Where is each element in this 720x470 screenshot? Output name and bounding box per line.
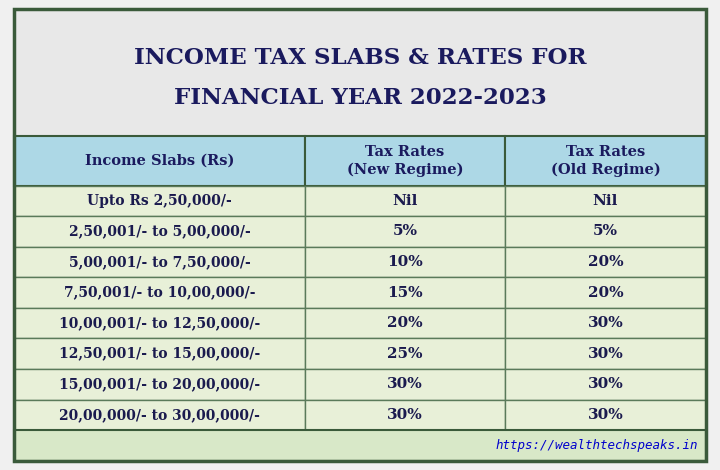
Text: 25%: 25%	[387, 347, 423, 360]
Text: 5%: 5%	[392, 225, 418, 238]
Text: Income Slabs (Rs): Income Slabs (Rs)	[85, 154, 234, 168]
Text: 30%: 30%	[588, 316, 624, 330]
Text: 30%: 30%	[588, 377, 624, 391]
Text: 5,00,001/- to 7,50,000/-: 5,00,001/- to 7,50,000/-	[68, 255, 251, 269]
Bar	[305, 338, 505, 369]
Bar	[505, 308, 706, 338]
Bar	[14, 430, 706, 461]
Bar	[505, 136, 706, 186]
Bar	[305, 308, 505, 338]
Text: 2,50,001/- to 5,00,000/-: 2,50,001/- to 5,00,000/-	[68, 225, 251, 238]
Text: Tax Rates
(Old Regime): Tax Rates (Old Regime)	[551, 144, 660, 178]
Text: 15,00,001/- to 20,00,000/-: 15,00,001/- to 20,00,000/-	[59, 377, 260, 391]
Bar	[505, 216, 706, 247]
Bar	[14, 9, 706, 136]
Bar	[305, 277, 505, 308]
Text: 10,00,001/- to 12,50,000/-: 10,00,001/- to 12,50,000/-	[59, 316, 260, 330]
Text: 10%: 10%	[387, 255, 423, 269]
Bar	[14, 247, 305, 277]
Bar	[305, 247, 505, 277]
Text: https://wealthtechspeaks.in: https://wealthtechspeaks.in	[496, 439, 698, 452]
Bar	[305, 400, 505, 430]
Bar	[14, 186, 305, 216]
Text: FINANCIAL YEAR 2022-2023: FINANCIAL YEAR 2022-2023	[174, 87, 546, 109]
Bar	[14, 308, 305, 338]
Text: 7,50,001/- to 10,00,000/-: 7,50,001/- to 10,00,000/-	[64, 286, 256, 299]
Bar	[505, 338, 706, 369]
Text: 20%: 20%	[588, 286, 624, 299]
Bar	[14, 277, 305, 308]
Text: 15%: 15%	[387, 286, 423, 299]
Text: 20,00,000/- to 30,00,000/-: 20,00,000/- to 30,00,000/-	[59, 408, 260, 422]
Bar	[14, 338, 305, 369]
Bar	[505, 186, 706, 216]
Text: 30%: 30%	[588, 347, 624, 360]
Bar	[14, 369, 305, 399]
Bar	[505, 277, 706, 308]
Text: 20%: 20%	[588, 255, 624, 269]
Bar	[505, 247, 706, 277]
Bar	[505, 369, 706, 399]
Text: 30%: 30%	[387, 408, 423, 422]
Bar	[505, 400, 706, 430]
Text: Upto Rs 2,50,000/-: Upto Rs 2,50,000/-	[87, 194, 232, 208]
Text: Tax Rates
(New Regime): Tax Rates (New Regime)	[346, 144, 463, 178]
Text: Nil: Nil	[593, 194, 618, 208]
Text: 30%: 30%	[588, 408, 624, 422]
Bar	[305, 216, 505, 247]
Text: 12,50,001/- to 15,00,000/-: 12,50,001/- to 15,00,000/-	[59, 347, 260, 360]
Text: INCOME TAX SLABS & RATES FOR: INCOME TAX SLABS & RATES FOR	[134, 47, 586, 69]
Text: 30%: 30%	[387, 377, 423, 391]
Bar	[305, 136, 505, 186]
Bar	[14, 400, 305, 430]
Bar	[14, 136, 305, 186]
Bar	[14, 216, 305, 247]
Text: 5%: 5%	[593, 225, 618, 238]
Text: 20%: 20%	[387, 316, 423, 330]
Bar	[305, 369, 505, 399]
Bar	[305, 186, 505, 216]
Text: Nil: Nil	[392, 194, 418, 208]
